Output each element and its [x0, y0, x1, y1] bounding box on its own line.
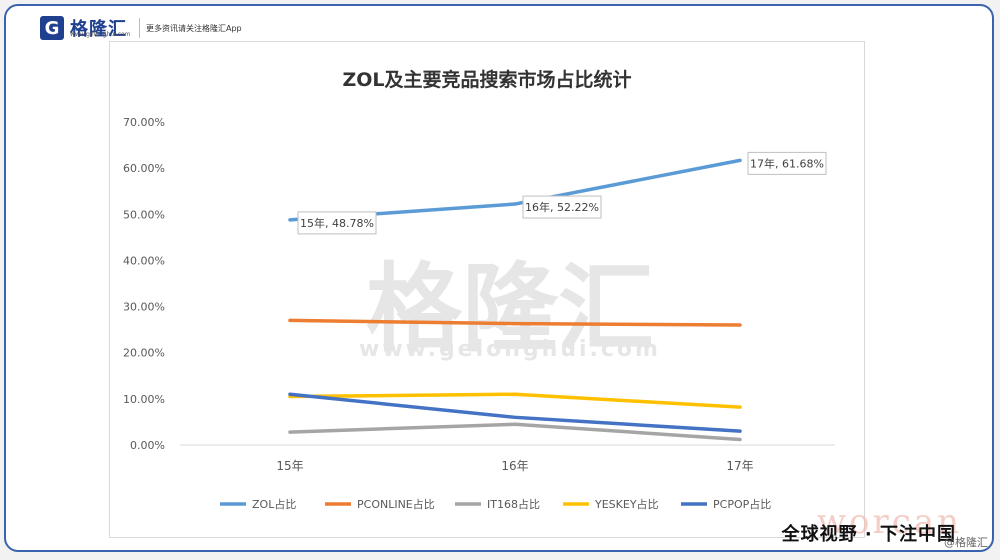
slide-frame: G 格隆汇 更多资讯请关注格隆汇App www.gelonghui.com 格隆… [4, 4, 994, 552]
x-tick-label: 16年 [501, 459, 528, 473]
data-label: 15年, 48.78% [300, 216, 374, 230]
brand-tagline: 更多资讯请关注格隆汇App [146, 23, 242, 33]
y-tick-label: 70.00% [123, 116, 165, 129]
data-point [513, 202, 517, 206]
footer-slogan: 全球视野 · 下注中国 [781, 524, 956, 545]
data-label: 16年, 52.22% [525, 200, 599, 214]
data-label: 17年, 61.68% [750, 156, 824, 170]
x-tick-label: 17年 [726, 459, 753, 473]
y-tick-label: 0.00% [130, 439, 165, 452]
series-line-3 [288, 392, 742, 409]
data-point [288, 218, 292, 222]
footer-bg-text: worcan [816, 502, 962, 542]
data-point [738, 405, 742, 409]
y-tick-label: 30.00% [123, 301, 165, 314]
footer-watermark: @格隆汇 [944, 536, 988, 549]
data-point [738, 437, 742, 441]
y-tick-label: 40.00% [123, 254, 165, 267]
data-point [513, 322, 517, 326]
y-tick-label: 50.00% [123, 208, 165, 221]
y-tick-label: 10.00% [123, 393, 165, 406]
brand-divider [139, 18, 140, 38]
series-line-1 [288, 318, 742, 327]
data-point [513, 422, 517, 426]
legend-label: YESKEY占比 [594, 497, 659, 511]
data-label-box [747, 151, 827, 175]
gelonghui-logo-icon: G [40, 16, 64, 40]
data-point [738, 323, 742, 327]
brand-domain: www.gelonghui.com [70, 31, 131, 38]
data-point [288, 392, 292, 396]
watermark-sub: www.gelonghui.com [359, 337, 661, 362]
legend-label: ZOL占比 [252, 497, 296, 511]
data-point [288, 430, 292, 434]
data-point [513, 392, 517, 396]
brand-header: G 格隆汇 更多资讯请关注格隆汇App [40, 15, 242, 41]
chart-card: 格隆汇 www.gelonghui.com ZOL及主要竞品搜索市场占比统计 0.00… [109, 41, 865, 538]
series-line-4 [288, 392, 742, 433]
y-tick-label: 20.00% [123, 347, 165, 360]
legend-label: PCPOP占比 [713, 497, 771, 511]
data-point [288, 318, 292, 322]
x-tick-label: 15年 [276, 459, 303, 473]
data-label-box [522, 195, 602, 219]
data-point [513, 415, 517, 419]
data-label-box [297, 211, 377, 235]
legend-label: PCONLINE占比 [357, 497, 435, 511]
y-tick-label: 60.00% [123, 162, 165, 175]
series-line-2 [288, 422, 742, 442]
data-point [738, 429, 742, 433]
watermark-main: 格隆汇 [366, 253, 654, 365]
legend-label: IT168占比 [487, 497, 540, 511]
series-line-0 [288, 158, 742, 222]
brand-name: 格隆汇 [70, 19, 127, 40]
chart-title: ZOL及主要竞品搜索市场占比统计 [342, 68, 631, 91]
data-point [738, 158, 742, 162]
